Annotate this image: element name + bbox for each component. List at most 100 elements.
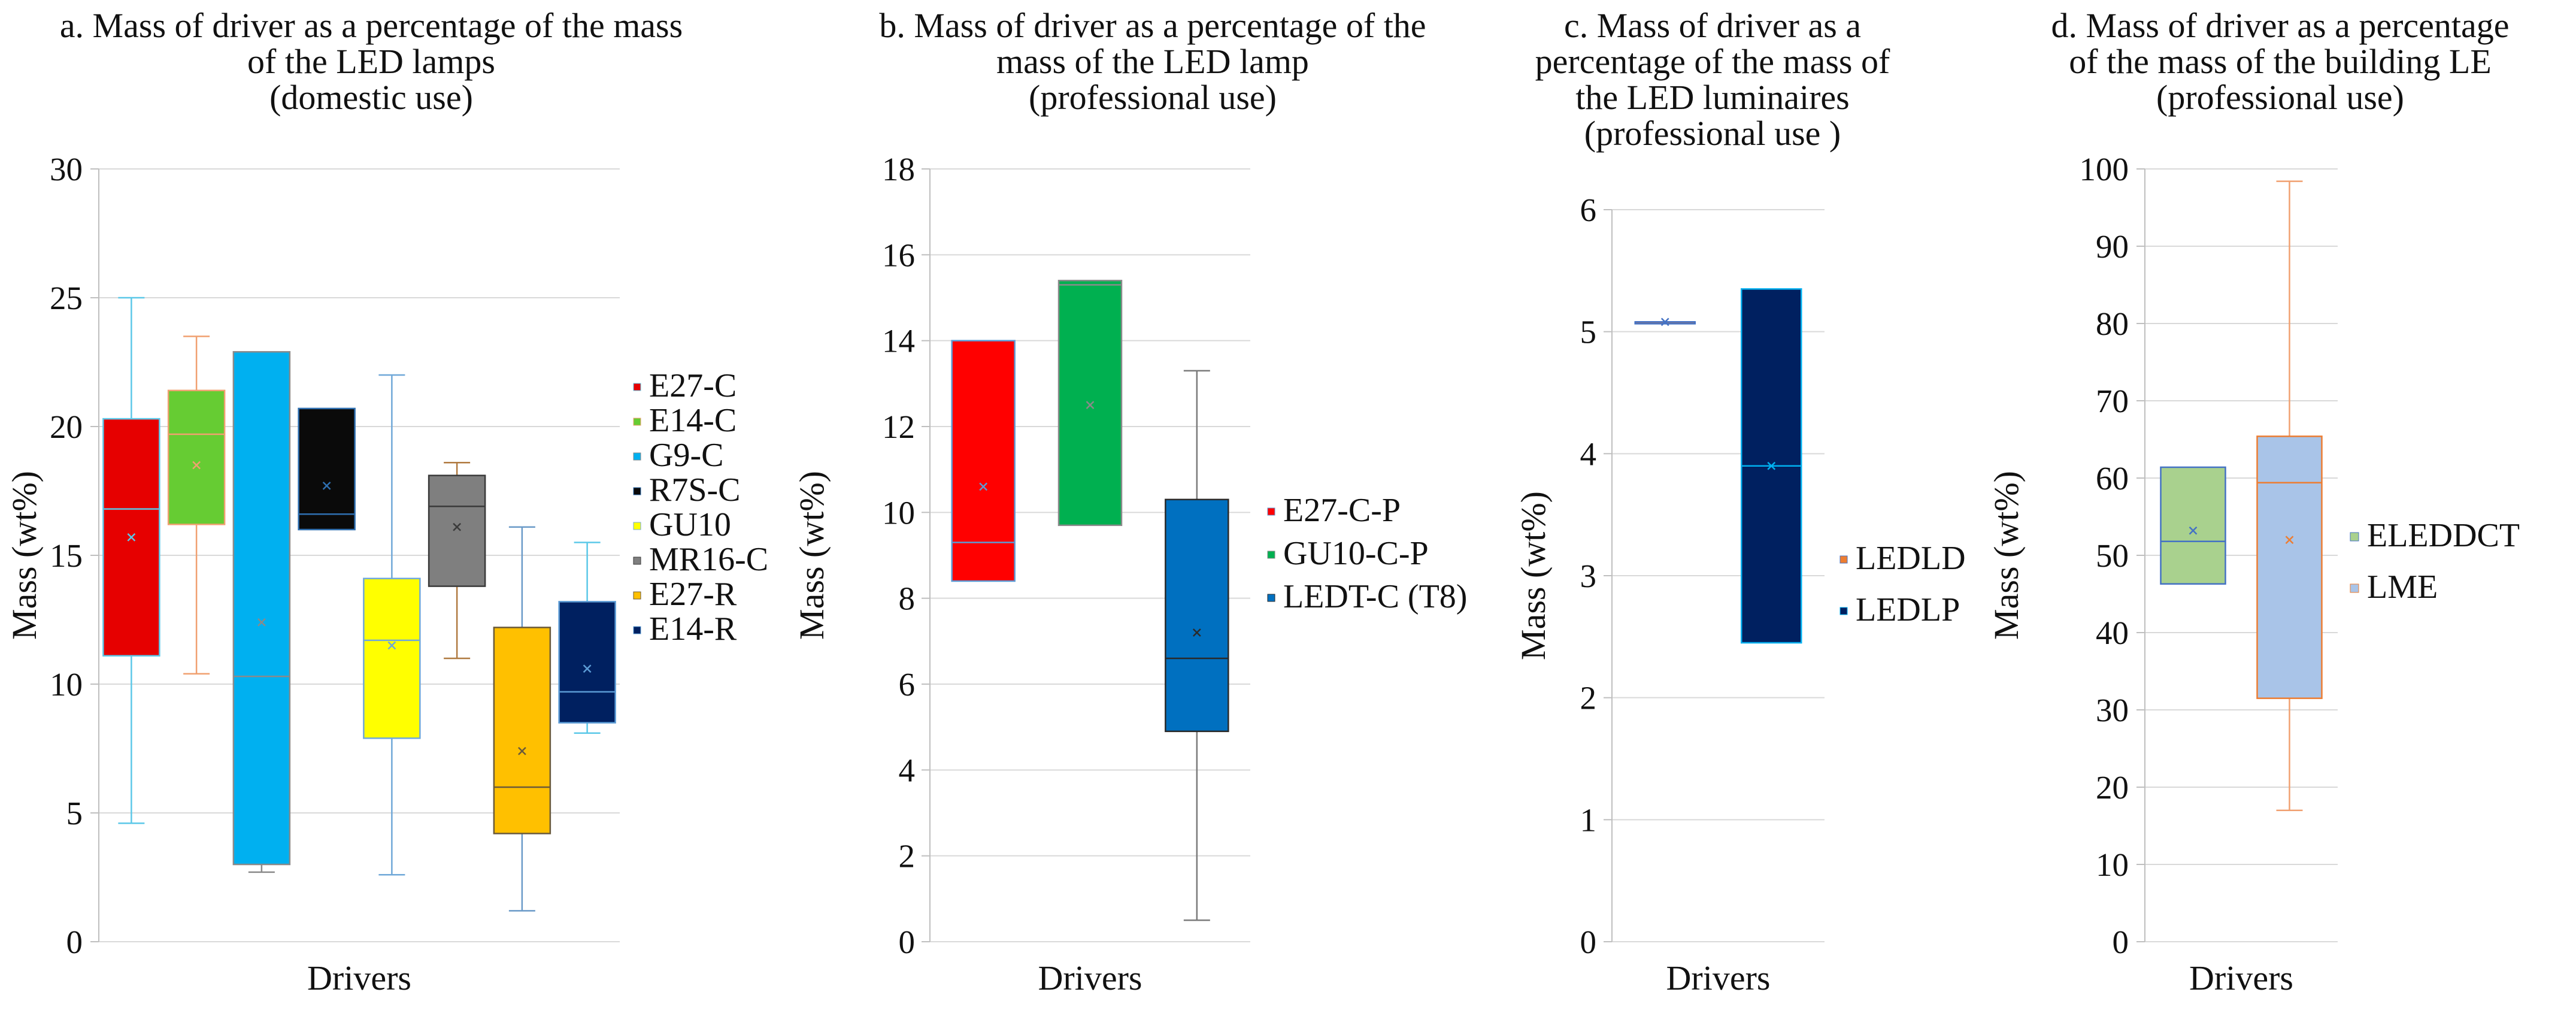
legend-swatch	[633, 626, 641, 634]
legend-swatch	[1839, 607, 1848, 615]
y-tick-label: 100	[2080, 151, 2129, 188]
legend-item: GU10-C-P	[1267, 535, 1429, 572]
y-axis-label: Mass (wt%)	[5, 471, 44, 640]
y-axis-label: Mass (wt%)	[792, 471, 831, 640]
legend-label: E14-R	[649, 610, 737, 648]
legend-item: E27-R	[633, 576, 737, 613]
chart-title-line: percentage of the mass of	[1535, 42, 1890, 81]
y-tick-label: 5	[66, 795, 83, 831]
legend-swatch	[633, 487, 641, 495]
mean-marker	[2285, 536, 2294, 545]
mean-marker	[583, 664, 592, 673]
legend-item: E14-C	[633, 402, 737, 439]
box-e27-r	[493, 526, 551, 912]
y-tick-label: 4	[1580, 436, 1597, 472]
mean-marker	[257, 618, 266, 627]
mean-marker	[127, 533, 136, 542]
legend-item: R7S-C	[633, 471, 741, 509]
chart-title-line: of the mass of the building LE	[2069, 42, 2492, 81]
legend-label: R7S-C	[649, 471, 741, 509]
box-ledld	[1634, 317, 1696, 326]
chart-title-line: the LED luminaires	[1575, 78, 1849, 117]
mean-marker	[1767, 461, 1776, 470]
box-gu10	[363, 374, 421, 876]
chart-title-line: of the LED lamps	[247, 42, 495, 81]
legend-item: MR16-C	[633, 541, 768, 578]
y-tick-label: 10	[2096, 846, 2129, 883]
y-tick-label: 1	[1580, 802, 1597, 838]
box-iqr	[167, 389, 226, 525]
mean-marker	[2189, 526, 2198, 535]
chart-title-line: (professional use )	[1584, 114, 1841, 153]
chart-a: a. Mass of driver as a percentage of the…	[5, 6, 768, 997]
legend-item: LEDLP	[1839, 591, 1960, 628]
legend-label: G9-C	[649, 437, 723, 474]
legend-swatch	[633, 591, 641, 600]
box-ledlp	[1741, 288, 1802, 644]
y-tick-label: 6	[899, 666, 916, 703]
legend-item: ELEDDCT	[2350, 517, 2520, 554]
box-gu10-c-p	[1057, 280, 1123, 527]
y-tick-label: 30	[2096, 692, 2129, 728]
mean-marker	[1086, 401, 1095, 410]
legend-item: LEDLD	[1839, 540, 1966, 577]
legend-swatch	[633, 452, 641, 461]
legend-swatch	[1839, 555, 1848, 564]
legend-label: GU10-C-P	[1283, 535, 1429, 572]
y-tick-label: 14	[882, 323, 915, 359]
y-tick-label: 6	[1580, 192, 1597, 228]
y-tick-label: 10	[50, 666, 83, 703]
y-tick-label: 90	[2096, 228, 2129, 265]
legend-swatch	[1267, 551, 1275, 559]
box-ledt-c-t8-	[1165, 370, 1229, 921]
mean-marker	[453, 522, 462, 531]
y-tick-label: 12	[882, 409, 915, 445]
y-tick-label: 0	[899, 924, 916, 960]
y-tick-label: 20	[50, 409, 83, 445]
chart-title-line: (domestic use)	[269, 78, 473, 117]
box-iqr	[1165, 498, 1229, 733]
legend-item: LME	[2350, 569, 2438, 606]
box-e27-c	[102, 297, 160, 824]
x-axis-label: Drivers	[1038, 958, 1142, 997]
y-tick-label: 0	[66, 924, 83, 960]
y-tick-label: 25	[50, 280, 83, 316]
y-tick-label: 4	[899, 752, 916, 788]
legend-swatch	[633, 557, 641, 565]
y-tick-label: 30	[50, 151, 83, 188]
chart-title-line: mass of the LED lamp	[996, 42, 1309, 81]
legend-swatch	[1267, 507, 1275, 516]
y-tick-label: 5	[1580, 314, 1597, 350]
y-tick-label: 0	[1580, 924, 1597, 960]
legend-item: G9-C	[633, 437, 723, 474]
x-axis-label: Drivers	[2189, 958, 2293, 997]
chart-title-line: a. Mass of driver as a percentage of the…	[60, 6, 683, 45]
legend-swatch	[633, 383, 641, 391]
y-tick-label: 10	[882, 494, 915, 531]
box-r7s-c	[298, 407, 356, 531]
x-axis-label: Drivers	[1666, 958, 1771, 997]
chart-b: b. Mass of driver as a percentage of the…	[792, 6, 1467, 997]
mean-marker	[979, 482, 988, 491]
y-tick-label: 0	[2113, 924, 2129, 960]
mean-marker	[517, 746, 526, 755]
chart-title-line: (professional use)	[1029, 78, 1277, 117]
box-iqr	[951, 340, 1016, 582]
chart-title-line: (professional use)	[2156, 78, 2404, 117]
y-tick-label: 80	[2096, 306, 2129, 342]
legend-label: E14-C	[649, 402, 737, 439]
legend-item: E27-C-P	[1267, 492, 1401, 529]
box-iqr	[428, 474, 486, 587]
legend-label: LEDT-C (T8)	[1283, 578, 1467, 615]
legend-label: E27-C-P	[1283, 492, 1401, 529]
mean-marker	[322, 482, 331, 490]
y-tick-label: 18	[882, 151, 915, 188]
box-iqr	[2256, 436, 2323, 699]
legend-swatch	[633, 418, 641, 426]
legend-swatch	[633, 522, 641, 530]
mean-marker	[1660, 317, 1669, 326]
legend-label: LME	[2367, 569, 2438, 606]
y-tick-label: 60	[2096, 460, 2129, 497]
